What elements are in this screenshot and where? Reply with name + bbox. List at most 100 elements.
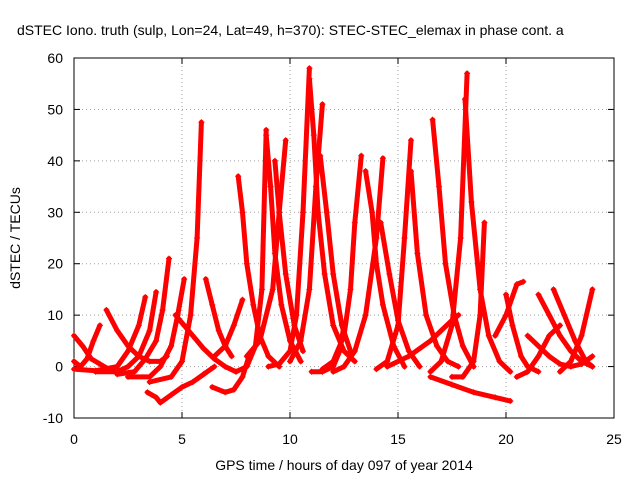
data-point bbox=[168, 391, 175, 398]
data-point bbox=[401, 235, 408, 241]
data-point bbox=[230, 386, 237, 393]
data-point bbox=[589, 363, 596, 370]
data-point bbox=[436, 183, 443, 190]
data-point bbox=[407, 168, 414, 175]
y-tick-label: 0 bbox=[55, 359, 63, 375]
data-point bbox=[310, 132, 317, 139]
data-point bbox=[444, 358, 451, 365]
data-point bbox=[282, 271, 289, 277]
data-point bbox=[459, 373, 466, 380]
data-point bbox=[477, 312, 484, 319]
data-point bbox=[461, 96, 468, 103]
data-point bbox=[256, 337, 263, 344]
data-point bbox=[297, 337, 304, 344]
data-point bbox=[114, 363, 121, 370]
data-point bbox=[449, 322, 455, 329]
data-point bbox=[341, 332, 347, 339]
data-point bbox=[407, 137, 414, 144]
x-tick-label: 20 bbox=[498, 431, 514, 447]
data-point bbox=[470, 358, 477, 365]
data-point bbox=[92, 368, 99, 375]
data-point bbox=[293, 312, 300, 319]
data-point bbox=[319, 101, 326, 108]
data-point bbox=[230, 322, 237, 329]
series-trace-4 bbox=[71, 294, 148, 374]
data-point bbox=[114, 371, 121, 378]
data-point bbox=[442, 260, 449, 267]
series-trace-8 bbox=[147, 119, 204, 385]
data-point bbox=[507, 398, 514, 405]
data-point bbox=[146, 373, 153, 380]
data-point bbox=[179, 319, 185, 326]
data-point bbox=[330, 322, 337, 329]
data-point bbox=[513, 373, 520, 380]
y-axis-title: dSTEC / TECUs bbox=[7, 187, 23, 289]
series-trace-7 bbox=[125, 276, 187, 380]
series-trace-13 bbox=[211, 297, 245, 359]
data-point bbox=[582, 358, 589, 365]
data-point bbox=[88, 355, 95, 362]
data-point bbox=[187, 312, 194, 319]
series-trace-33 bbox=[462, 96, 513, 375]
data-point bbox=[131, 368, 138, 375]
data-point bbox=[557, 322, 563, 329]
data-point bbox=[125, 373, 131, 380]
data-point bbox=[258, 286, 265, 293]
data-point bbox=[464, 70, 471, 77]
data-point bbox=[546, 332, 553, 339]
data-point bbox=[373, 260, 380, 267]
data-point bbox=[142, 355, 149, 362]
data-point bbox=[228, 353, 235, 360]
data-point bbox=[457, 235, 464, 241]
data-point bbox=[114, 327, 121, 334]
data-point bbox=[427, 373, 434, 380]
data-point bbox=[146, 327, 153, 334]
data-marks bbox=[71, 65, 596, 406]
data-point bbox=[330, 358, 337, 365]
data-point bbox=[299, 348, 306, 355]
data-point bbox=[146, 379, 153, 385]
data-point bbox=[308, 368, 315, 375]
series-trace-28 bbox=[408, 168, 461, 370]
data-point bbox=[513, 281, 520, 288]
data-point bbox=[518, 353, 525, 360]
data-point bbox=[159, 307, 166, 313]
series-trace-40 bbox=[535, 292, 595, 370]
data-point bbox=[263, 127, 270, 133]
data-point bbox=[125, 348, 131, 355]
data-point bbox=[250, 301, 257, 308]
data-point bbox=[468, 199, 475, 205]
data-point bbox=[209, 301, 216, 308]
data-point bbox=[297, 358, 304, 365]
series-trace-31 bbox=[430, 117, 477, 370]
data-point bbox=[135, 322, 142, 329]
data-point bbox=[379, 155, 386, 162]
data-point bbox=[71, 332, 77, 339]
data-point bbox=[189, 332, 196, 339]
data-point bbox=[423, 312, 430, 319]
data-point bbox=[470, 389, 477, 396]
data-point bbox=[306, 286, 313, 293]
data-point bbox=[312, 183, 319, 190]
data-point bbox=[172, 312, 179, 319]
data-point bbox=[509, 322, 516, 329]
data-point bbox=[103, 307, 110, 313]
series-trace-26 bbox=[363, 168, 407, 370]
y-tick-label: 60 bbox=[47, 50, 63, 66]
data-point bbox=[550, 286, 557, 293]
data-point bbox=[572, 337, 579, 344]
data-point bbox=[306, 75, 313, 82]
data-point bbox=[546, 353, 553, 360]
y-tick-label: -10 bbox=[43, 410, 63, 426]
data-point bbox=[265, 363, 272, 370]
data-point bbox=[438, 358, 445, 365]
data-point bbox=[235, 173, 242, 180]
data-point bbox=[263, 132, 270, 139]
data-point bbox=[492, 394, 499, 401]
data-point bbox=[71, 358, 77, 365]
data-point bbox=[524, 368, 531, 375]
data-point bbox=[282, 137, 289, 144]
data-point bbox=[157, 363, 164, 370]
data-point bbox=[287, 348, 293, 355]
